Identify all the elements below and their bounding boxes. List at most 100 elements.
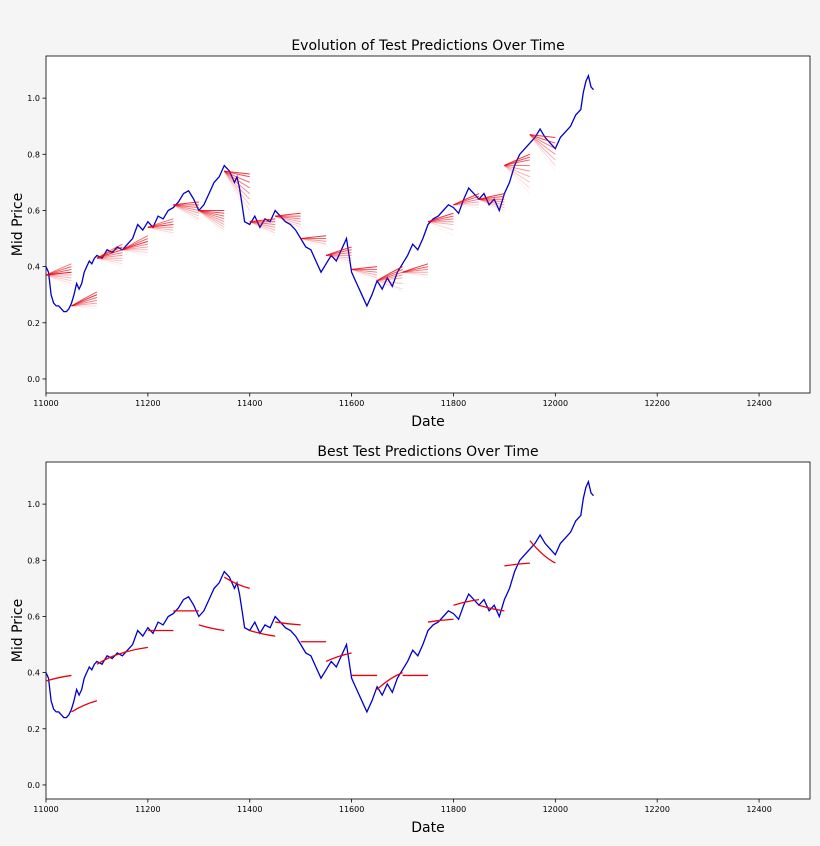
best-prediction-line — [249, 629, 276, 637]
x-tick-label: 11000 — [33, 805, 58, 814]
y-tick-label: 0.0 — [27, 375, 40, 384]
y-tick-label: 1.0 — [27, 500, 40, 509]
y-tick-label: 0.8 — [27, 556, 40, 565]
prediction-line — [173, 204, 200, 220]
prediction-line — [46, 274, 72, 287]
prediction-line — [529, 134, 556, 155]
prediction-line — [122, 235, 149, 251]
prediction-line — [198, 210, 225, 223]
prediction-line — [453, 201, 479, 206]
prediction-line — [223, 170, 251, 194]
prediction-line — [96, 254, 123, 259]
prediction-line — [96, 257, 123, 265]
prediction-line — [529, 134, 556, 172]
prediction-line — [147, 226, 174, 237]
prediction-line — [478, 198, 505, 214]
y-axis-label: Mid Price — [10, 193, 26, 256]
prediction-line — [46, 271, 72, 276]
x-tick-label: 11800 — [441, 399, 466, 408]
x-tick-label: 11000 — [33, 399, 58, 408]
prediction-line — [376, 280, 403, 290]
prediction-line — [529, 134, 556, 166]
best-prediction-line — [427, 618, 454, 623]
prediction-line — [249, 221, 276, 228]
best-prediction-line — [71, 700, 98, 713]
prediction-line — [453, 204, 479, 209]
prediction-line — [376, 271, 403, 282]
prediction-line — [173, 204, 199, 211]
prediction-line — [427, 221, 454, 225]
prediction-line — [46, 274, 72, 279]
x-tick-label: 11400 — [237, 399, 262, 408]
prediction-line — [96, 257, 123, 268]
x-tick-label: 12200 — [644, 399, 669, 408]
prediction-line — [147, 218, 174, 228]
best-prediction-line — [198, 624, 225, 632]
x-tick-label: 11400 — [237, 805, 262, 814]
prediction-line — [249, 221, 276, 225]
x-tick-label: 12000 — [543, 399, 568, 408]
y-tick-label: 0.6 — [27, 612, 40, 621]
best-prediction-line — [275, 621, 301, 626]
x-tick-label: 11600 — [339, 399, 364, 408]
prediction-line — [351, 268, 378, 273]
prediction-line — [325, 254, 352, 265]
y-tick-label: 0.2 — [27, 725, 40, 734]
prediction-line — [427, 221, 454, 231]
prediction-line — [223, 170, 250, 189]
best-prediction-line — [96, 652, 123, 665]
best-prediction-line — [325, 652, 352, 662]
prediction-line — [478, 198, 505, 203]
y-tick-label: 0.4 — [27, 263, 40, 272]
prediction-line — [351, 268, 378, 282]
prediction-line — [198, 210, 225, 231]
prediction-line — [504, 159, 530, 167]
prediction-line — [402, 271, 429, 276]
prediction-line — [147, 226, 174, 231]
prediction-line — [46, 274, 72, 284]
prediction-line — [427, 221, 454, 237]
prediction-line — [326, 254, 352, 262]
best-prediction-line — [453, 598, 480, 606]
prediction-line — [402, 268, 429, 273]
prediction-line — [478, 198, 505, 206]
x-axis-label: Date — [411, 820, 444, 836]
prediction-line — [300, 238, 327, 248]
prediction-line — [71, 305, 97, 310]
prediction-line — [427, 218, 454, 223]
prediction-line — [326, 254, 352, 259]
prediction-line — [504, 165, 531, 178]
prediction-line — [173, 204, 199, 214]
x-tick-label: 12400 — [746, 399, 771, 408]
prediction-line — [249, 221, 276, 231]
prediction-line — [275, 215, 301, 223]
prediction-line — [71, 297, 98, 307]
prediction-line — [504, 165, 531, 183]
prediction-line — [223, 170, 251, 211]
prediction-line — [147, 226, 174, 234]
prediction-line — [275, 215, 301, 220]
prediction-line — [504, 165, 530, 172]
prediction-line — [223, 170, 251, 200]
prediction-line — [198, 210, 225, 228]
x-tick-label: 11600 — [339, 805, 364, 814]
x-tick-label: 12000 — [543, 805, 568, 814]
prediction-line — [122, 243, 148, 251]
prediction-line — [300, 238, 327, 242]
chart-title: Best Test Predictions Over Time — [317, 444, 538, 460]
prediction-line — [249, 221, 276, 237]
prediction-line — [173, 204, 199, 209]
prediction-line — [71, 294, 98, 307]
prediction-line — [46, 274, 72, 282]
prediction-line — [504, 165, 531, 189]
y-tick-label: 0.6 — [27, 206, 40, 215]
prediction-line — [173, 204, 200, 223]
plot-marks — [46, 479, 594, 719]
prediction-line — [274, 215, 301, 231]
prediction-line — [300, 238, 327, 245]
top-chart-panel: Evolution of Test Predictions Over Time 1… — [10, 38, 811, 430]
best-prediction-line — [529, 540, 556, 564]
prediction-line — [96, 243, 123, 259]
chart-title: Evolution of Test Predictions Over Time — [291, 38, 564, 54]
x-tick-label: 12200 — [644, 805, 669, 814]
